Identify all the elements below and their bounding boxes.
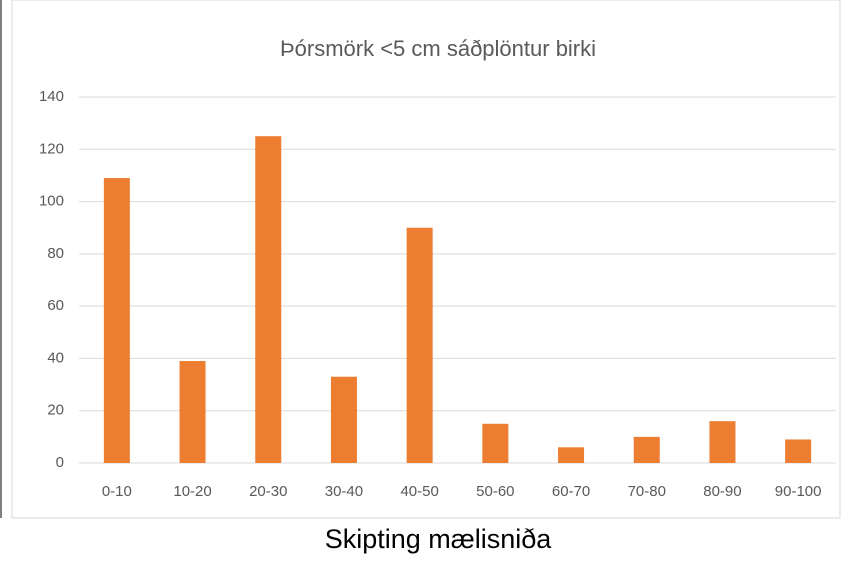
x-tick-label: 10-20	[173, 483, 211, 500]
bar	[330, 376, 357, 463]
chart-title: Þórsmörk <5 cm sáðplöntur birki	[280, 36, 596, 61]
y-tick-label: 100	[39, 193, 64, 210]
y-tick-label: 0	[56, 454, 64, 471]
bar	[482, 423, 509, 463]
y-tick-label: 120	[39, 140, 64, 157]
x-tick-label: 20-30	[249, 483, 287, 500]
x-axis-label: Skipting mælisniða	[325, 524, 553, 554]
bar	[103, 178, 130, 464]
x-tick-label: 90-100	[775, 483, 822, 500]
x-tick-label: 40-50	[400, 483, 438, 500]
x-tick-label: 0-10	[102, 483, 132, 500]
bar	[255, 136, 282, 463]
bar	[406, 227, 433, 463]
bar	[558, 447, 585, 463]
bar	[785, 439, 812, 463]
y-tick-label: 60	[47, 297, 64, 314]
y-tick-label: 40	[47, 349, 64, 366]
y-tick-label: 140	[39, 88, 64, 105]
x-tick-label: 30-40	[325, 483, 363, 500]
x-tick-label: 70-80	[628, 483, 666, 500]
x-tick-label: 60-70	[552, 483, 590, 500]
bar	[179, 361, 206, 463]
bar	[633, 436, 660, 463]
bar	[709, 421, 736, 463]
y-tick-label: 80	[47, 245, 64, 262]
y-tick-label: 20	[47, 402, 64, 419]
x-tick-label: 80-90	[703, 483, 741, 500]
x-tick-label: 50-60	[476, 483, 514, 500]
